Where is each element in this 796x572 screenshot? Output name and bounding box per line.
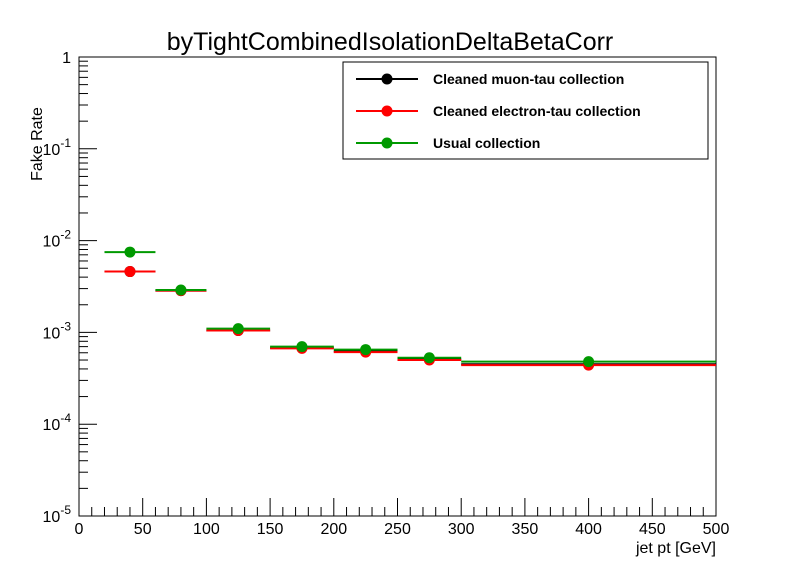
x-tick-label: 0 — [75, 521, 84, 538]
data-point — [232, 323, 244, 335]
y-tick-label: 10-3 — [43, 319, 72, 342]
x-tick-label: 300 — [448, 521, 475, 538]
series-2 — [104, 266, 716, 371]
y-axis-label: Fake Rate — [29, 107, 46, 181]
legend-entry: Cleaned muon-tau collection — [433, 71, 624, 87]
x-axis-ticks: 0 50 100 150 200 250 300 350 400 450 500 — [75, 498, 730, 538]
x-tick-label: 100 — [193, 521, 220, 538]
legend-entry: Usual collection — [433, 135, 540, 151]
series-1 — [104, 266, 716, 370]
data-point — [423, 352, 435, 364]
x-tick-label: 350 — [512, 521, 539, 538]
x-tick-label: 500 — [703, 521, 730, 538]
legend: Cleaned muon-tau collection Cleaned elect… — [342, 61, 709, 160]
y-axis-ticks: 1 10-1 10-2 10-3 10-4 10-5 — [43, 50, 97, 526]
y-tick-label: 10-4 — [43, 411, 72, 434]
legend-entry: Cleaned electron-tau collection — [433, 103, 641, 119]
x-axis-label: jet pt [GeV] — [635, 540, 716, 557]
y-tick-label: 1 — [62, 50, 71, 67]
x-tick-label: 450 — [639, 521, 666, 538]
data-point — [175, 284, 187, 296]
series-3 — [104, 246, 716, 368]
x-tick-label: 150 — [257, 521, 284, 538]
y-tick-label: 10-2 — [43, 228, 72, 251]
data-point — [583, 356, 595, 368]
data-point — [124, 266, 136, 278]
y-tick-label: 10-5 — [43, 503, 72, 526]
data-point — [124, 246, 136, 258]
x-tick-label: 250 — [384, 521, 411, 538]
x-tick-label: 50 — [134, 521, 152, 538]
legend-marker — [381, 73, 393, 85]
legend-marker — [381, 105, 393, 117]
x-tick-label: 400 — [575, 521, 602, 538]
chart-title: byTightCombinedIsolationDeltaBetaCorr — [167, 28, 614, 56]
data-point — [296, 341, 308, 353]
data-series — [104, 246, 716, 371]
data-point — [360, 344, 372, 356]
x-tick-label: 200 — [320, 521, 347, 538]
legend-marker — [381, 137, 393, 149]
y-tick-label: 10-1 — [43, 136, 72, 159]
